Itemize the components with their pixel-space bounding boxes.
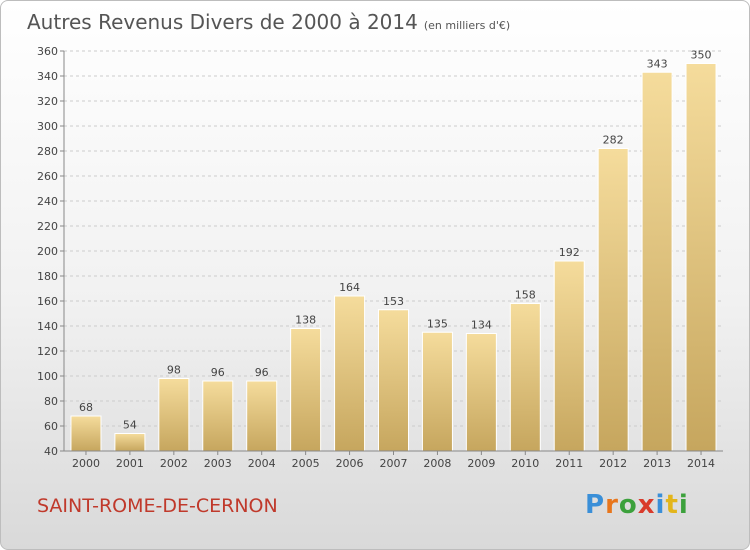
bar-value-label: 343 (647, 57, 668, 70)
x-tick-label: 2008 (423, 457, 451, 470)
y-tick-label: 100 (37, 370, 58, 383)
y-tick-label: 340 (37, 70, 58, 83)
y-tick-label: 240 (37, 195, 58, 208)
bar-value-label: 282 (603, 134, 624, 147)
bar-value-label: 350 (691, 49, 712, 62)
bar-2014 (685, 63, 717, 452)
bar-2009 (465, 333, 497, 452)
y-tick-label: 320 (37, 95, 58, 108)
chart-title-text: Autres Revenus Divers de 2000 à 2014 (27, 10, 418, 34)
y-tick-label: 80 (44, 395, 58, 408)
bar-value-label: 135 (427, 317, 448, 330)
x-tick-label: 2002 (160, 457, 188, 470)
logo-letter: i (655, 490, 666, 520)
y-tick-label: 220 (37, 220, 58, 233)
x-tick-label: 2005 (292, 457, 320, 470)
y-tick-label: 260 (37, 170, 58, 183)
bar-value-label: 96 (211, 366, 225, 379)
x-tick-label: 2011 (555, 457, 583, 470)
bar-value-label: 98 (167, 364, 181, 377)
y-tick-label: 120 (37, 345, 58, 358)
x-tick-label: 2014 (687, 457, 715, 470)
bar-value-label: 192 (559, 246, 580, 259)
x-tick-label: 2009 (467, 457, 495, 470)
bar-2005 (290, 328, 322, 452)
y-tick-label: 40 (44, 445, 58, 458)
bar-value-label: 138 (295, 314, 316, 327)
chart-title: Autres Revenus Divers de 2000 à 2014 (en … (27, 10, 510, 34)
y-tick-label: 60 (44, 420, 58, 433)
y-tick-label: 160 (37, 295, 58, 308)
chart-subtitle: (en milliers d'€) (423, 19, 511, 32)
logo-letter: P (585, 490, 606, 520)
y-tick-label: 140 (37, 320, 58, 333)
bar-2001 (114, 433, 146, 452)
bar-value-label: 96 (255, 366, 269, 379)
logo-letter: t (665, 490, 679, 520)
x-tick-label: 2013 (643, 457, 671, 470)
bar-2006 (334, 295, 366, 452)
bar-2003 (202, 380, 234, 452)
x-tick-label: 2001 (116, 457, 144, 470)
logo-letter: x (637, 490, 656, 520)
x-tick-label: 2000 (72, 457, 100, 470)
y-tick-label: 280 (37, 145, 58, 158)
bar-value-label: 164 (339, 281, 360, 294)
bar-2008 (421, 331, 453, 452)
x-tick-label: 2007 (380, 457, 408, 470)
proxiti-logo: Proxiti (585, 490, 689, 520)
y-tick-label: 200 (37, 245, 58, 258)
bar-2010 (509, 303, 541, 452)
x-tick-label: 2003 (204, 457, 232, 470)
bar-2000 (70, 415, 102, 452)
city-name: SAINT-ROME-DE-CERNON (37, 495, 278, 517)
x-tick-label: 2006 (336, 457, 364, 470)
bar-value-label: 134 (471, 319, 492, 332)
bar-2004 (246, 380, 278, 452)
logo-letter: o (618, 490, 638, 520)
bar-2002 (158, 378, 190, 452)
logo-letter: r (605, 490, 619, 520)
bar-2013 (641, 71, 673, 452)
y-axis: 40 60 80 100 120 140 160 180 200 220 240 260 280 300 3… (37, 45, 65, 458)
logo-letter: i (678, 490, 689, 520)
bar-2011 (553, 260, 585, 452)
bar-value-label: 54 (123, 419, 137, 432)
bars: 68 54 98 96 96 138 164 153 135 134 158 192 282 343 350 (70, 49, 717, 452)
x-tick-label: 2010 (511, 457, 539, 470)
bar-2007 (378, 309, 409, 452)
bar-value-label: 153 (383, 295, 404, 308)
bar-value-label: 158 (515, 289, 536, 302)
x-tick-label: 2004 (248, 457, 276, 470)
x-tick-label: 2012 (599, 457, 627, 470)
y-tick-label: 180 (37, 270, 58, 283)
y-tick-label: 360 (37, 45, 58, 58)
x-axis: 2000 2001 2002 2003 2004 2005 2006 2007 2008 2009… (64, 450, 723, 470)
bar-value-label: 68 (79, 401, 93, 414)
y-tick-label: 300 (37, 120, 58, 133)
bar-2012 (597, 148, 629, 452)
